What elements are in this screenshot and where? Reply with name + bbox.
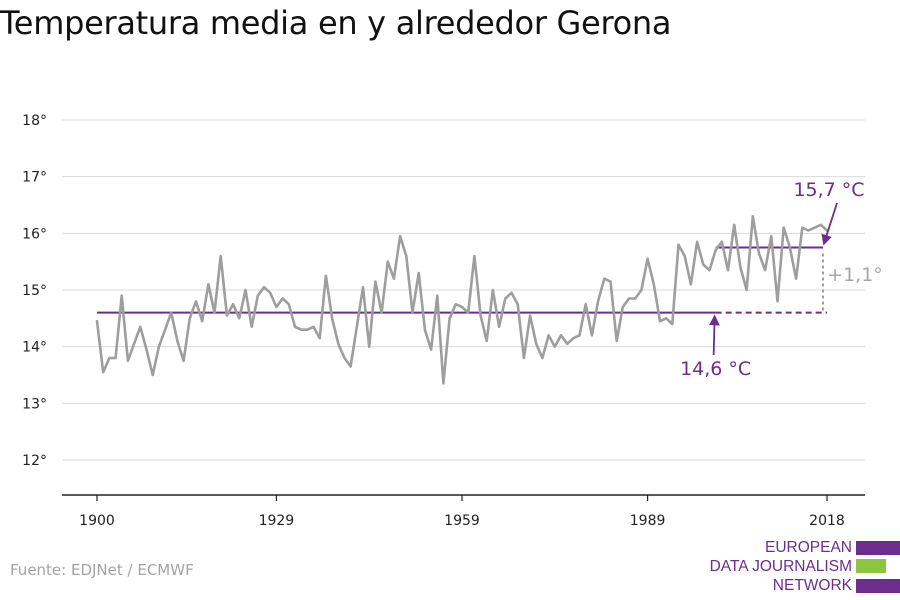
annotations: 14,6 °C 15,7 °C +1,1° xyxy=(680,179,883,380)
logo-bar-green xyxy=(856,559,886,573)
source-note: Fuente: EDJNet / ECMWF xyxy=(10,561,194,579)
recent-label: 15,7 °C xyxy=(793,179,864,201)
edjnet-logo: EUROPEAN DATA JOURNALISM NETWORK xyxy=(700,538,900,600)
y-tick-label-13: 13° xyxy=(22,396,47,412)
x-tick-label-1959: 1959 xyxy=(444,513,480,529)
grid-lines xyxy=(62,119,865,461)
y-tick-label-14: 14° xyxy=(22,340,47,356)
chart-title: Temperatura media en y alrededor Gerona xyxy=(0,4,672,42)
y-tick-label-16: 16° xyxy=(22,226,47,242)
y-tick-label-17: 17° xyxy=(22,170,47,186)
recent-arrow xyxy=(821,202,838,246)
difference-label: +1,1° xyxy=(827,264,883,286)
x-tick-label-1989: 1989 xyxy=(630,513,666,529)
x-tick-label-1900: 1900 xyxy=(79,513,115,529)
y-tick-label-12: 12° xyxy=(22,453,47,469)
x-tick-label-1929: 1929 xyxy=(259,513,295,529)
baseline-label: 14,6 °C xyxy=(680,358,751,380)
baseline-arrow xyxy=(709,314,720,356)
logo-line-3: NETWORK xyxy=(772,577,852,594)
logo-bar-purple-bottom xyxy=(856,579,900,593)
axes: 12° 13° 14° 15° 16° 17° 18° 1900 1929 1959 1989 201… xyxy=(22,113,865,529)
y-tick-label-18: 18° xyxy=(22,113,47,129)
y-tick-label-15: 15° xyxy=(22,283,47,299)
logo-bar-white xyxy=(856,559,900,573)
logo-line-2: DATA JOURNALISM xyxy=(709,558,852,575)
logo-bar-purple-top xyxy=(856,541,900,555)
temperature-series-line xyxy=(95,215,829,385)
x-tick-label-2018: 2018 xyxy=(809,513,845,529)
logo-line-1: EUROPEAN xyxy=(765,539,852,556)
series-layer xyxy=(95,215,829,385)
